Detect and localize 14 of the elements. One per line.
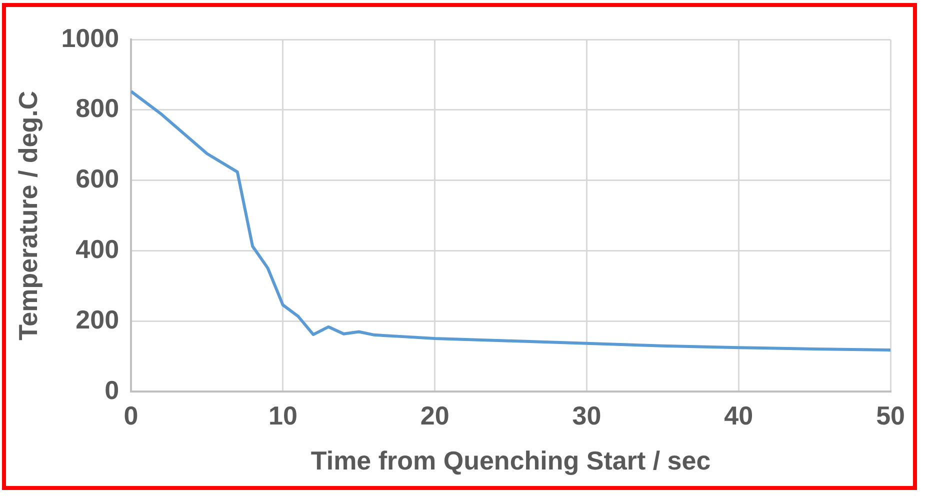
x-tick-label: 0 [124, 400, 138, 430]
y-tick-label: 200 [76, 304, 120, 334]
x-axis-title: Time from Quenching Start / sec [310, 446, 711, 476]
y-tick-label: 400 [76, 234, 120, 264]
y-tick-label: 1000 [61, 22, 120, 53]
x-tick-label: 30 [572, 400, 602, 430]
y-tick-label: 0 [104, 374, 120, 405]
x-tick-label: 50 [876, 400, 905, 430]
x-tick-label: 40 [724, 400, 754, 430]
y-tick-label: 800 [76, 93, 120, 124]
y-tick-label: 600 [76, 164, 120, 194]
x-tick-label: 20 [420, 400, 450, 430]
y-axis-title: Temperature / deg.C [12, 90, 43, 340]
x-tick-label: 10 [268, 400, 298, 430]
